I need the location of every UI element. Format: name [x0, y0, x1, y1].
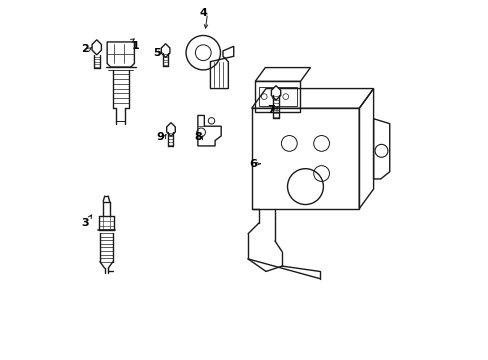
Bar — [258, 87, 296, 107]
Text: 1: 1 — [131, 41, 139, 50]
Polygon shape — [92, 40, 101, 55]
Text: 8: 8 — [194, 132, 202, 142]
Text: 6: 6 — [249, 159, 257, 169]
Text: 2: 2 — [81, 44, 89, 54]
Text: 4: 4 — [199, 8, 207, 18]
Bar — [255, 81, 300, 112]
Polygon shape — [271, 86, 280, 100]
Polygon shape — [161, 44, 169, 57]
Text: 7: 7 — [267, 105, 275, 115]
Text: 3: 3 — [81, 218, 88, 228]
Text: 9: 9 — [156, 132, 164, 142]
Text: 5: 5 — [153, 48, 160, 58]
Bar — [251, 108, 359, 209]
Polygon shape — [166, 123, 175, 136]
